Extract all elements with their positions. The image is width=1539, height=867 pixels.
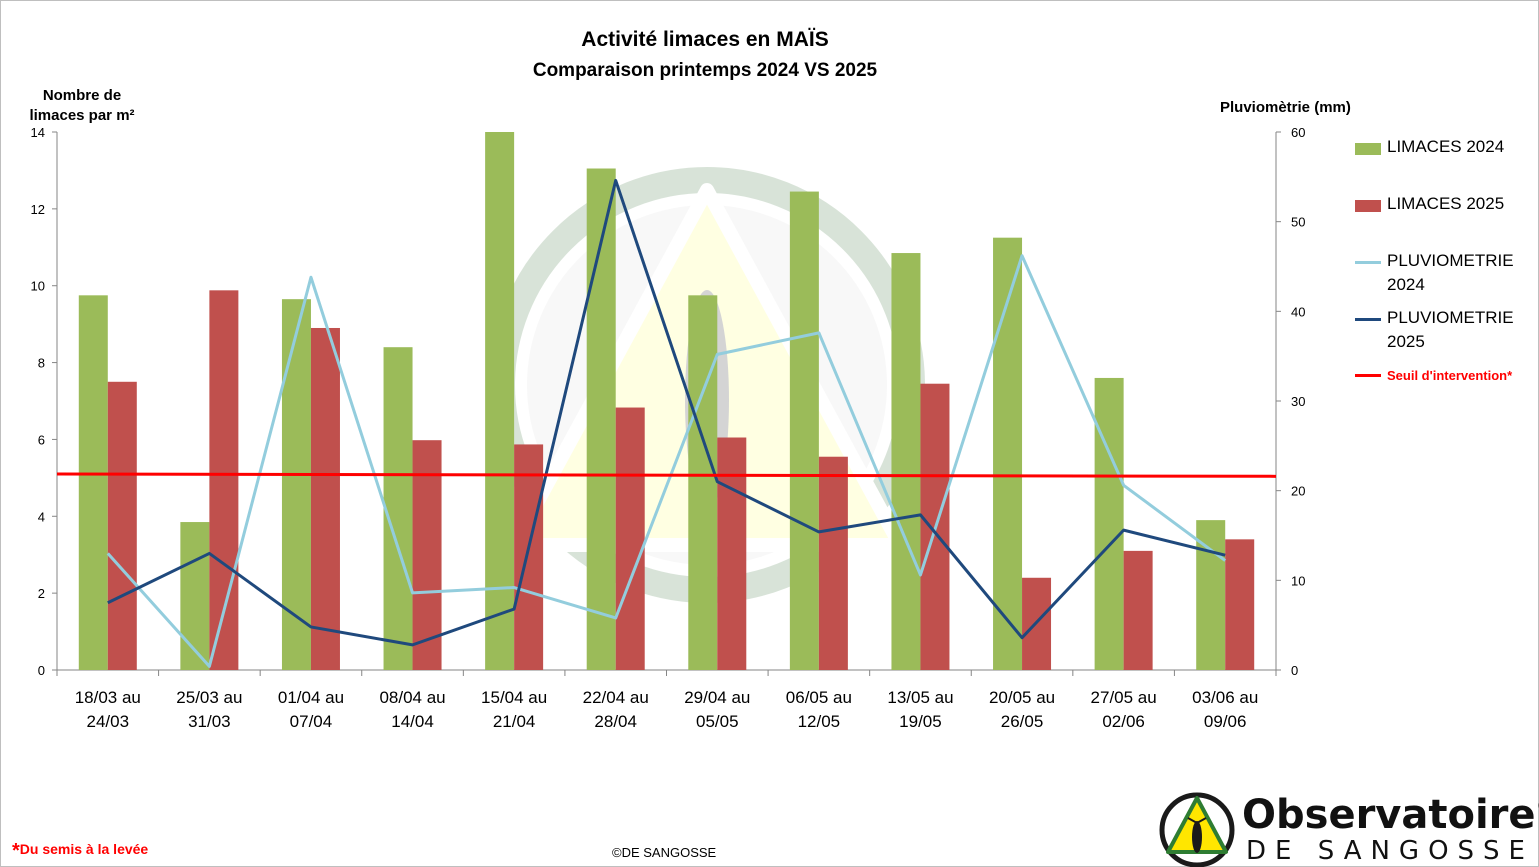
x-tick-label-line2: 09/06 xyxy=(1204,712,1247,731)
y-right-tick-label: 50 xyxy=(1291,215,1305,230)
y-axis-right-label: Pluviomètrie (mm) xyxy=(1220,99,1351,116)
x-tick-label-line1: 03/06 au xyxy=(1192,688,1258,707)
footnote-asterisk: * xyxy=(12,840,20,862)
bar-limaces-2024 xyxy=(180,522,210,670)
bar-limaces-2025 xyxy=(514,444,544,670)
x-tick-label-line2: 07/04 xyxy=(290,712,333,731)
x-tick-label-line1: 25/03 au xyxy=(176,688,242,707)
logo-title: Observatoire® xyxy=(1242,792,1539,838)
bar-limaces-2024 xyxy=(993,237,1023,670)
copyright-text: ©DE SANGOSSE xyxy=(612,845,717,860)
bar-limaces-2024 xyxy=(1196,520,1226,670)
logo-subtitle: DE SANGOSSE xyxy=(1246,836,1534,866)
x-tick-label-line2: 19/05 xyxy=(899,712,942,731)
legend-item-limaces-2025: LIMACES 2025 xyxy=(1355,192,1527,216)
bar-limaces-2024 xyxy=(281,299,311,670)
y-right-tick-label: 40 xyxy=(1291,304,1305,319)
legend-swatch-pluvio-2024 xyxy=(1355,261,1381,264)
x-tick-label-line2: 24/03 xyxy=(87,712,130,731)
line-pluviometrie-2024 xyxy=(106,254,1227,668)
legend-item-pluvio-2024: PLUVIOMETRIE 2024 xyxy=(1355,249,1527,297)
bar-limaces-2025 xyxy=(107,381,137,670)
legend-item-pluvio-2025: PLUVIOMETRIE 2025 xyxy=(1355,306,1527,354)
y-left-tick-label: 6 xyxy=(38,432,45,447)
legend-swatch-pluvio-2025 xyxy=(1355,318,1381,321)
y-right-tick-label: 30 xyxy=(1291,394,1305,409)
logo-registered-mark: ® xyxy=(1536,795,1539,820)
x-tick-label-line2: 14/04 xyxy=(391,712,434,731)
bar-limaces-2024 xyxy=(688,295,718,670)
y-right-tick-label: 10 xyxy=(1291,573,1305,588)
bar-limaces-2024 xyxy=(78,295,108,670)
x-tick-label-line2: 28/04 xyxy=(594,712,637,731)
x-tick-label-line2: 21/04 xyxy=(493,712,536,731)
legend-item-limaces-2024: LIMACES 2024 xyxy=(1355,135,1527,159)
x-tick-label-line1: 20/05 au xyxy=(989,688,1055,707)
footnote: *Du semis à la levée xyxy=(12,840,148,863)
y-left-tick-label: 8 xyxy=(38,356,45,371)
x-tick-label-line1: 18/03 au xyxy=(75,688,141,707)
x-tick-label-line1: 29/04 au xyxy=(684,688,750,707)
x-tick-label-line1: 22/04 au xyxy=(583,688,649,707)
logo-title-text: Observatoire xyxy=(1242,792,1536,838)
line-pluviometrie-2025 xyxy=(107,178,1226,647)
bar-limaces-2025 xyxy=(615,407,645,670)
observatoire-logo: Observatoire® DE SANGOSSE xyxy=(1158,790,1539,867)
bar-limaces-2025 xyxy=(412,440,442,670)
y-left-tick-label: 14 xyxy=(31,125,45,140)
y-right-tick-label: 20 xyxy=(1291,484,1305,499)
legend-swatch-limaces-2024 xyxy=(1355,143,1381,155)
legend-label-limaces-2025: LIMACES 2025 xyxy=(1387,194,1505,213)
x-tick-label-line1: 13/05 au xyxy=(887,688,953,707)
x-tick-label-line1: 01/04 au xyxy=(278,688,344,707)
y-right-tick-label: 60 xyxy=(1291,125,1305,140)
legend-swatch-limaces-2025 xyxy=(1355,200,1381,212)
x-tick-label-line2: 12/05 xyxy=(798,712,841,731)
observatoire-emblem-icon xyxy=(1159,792,1235,867)
y-axis-left-label: Nombre de limaces par m² xyxy=(29,87,135,124)
bar-limaces-2025 xyxy=(717,437,747,670)
x-tick-label-line2: 02/06 xyxy=(1102,712,1145,731)
bar-limaces-2024 xyxy=(383,347,413,670)
y-left-tick-label: 12 xyxy=(31,202,45,217)
y-left-tick-label: 10 xyxy=(31,279,45,294)
bar-limaces-2024 xyxy=(789,191,819,671)
x-tick-label-line1: 06/05 au xyxy=(786,688,852,707)
y-left-tick-label: 4 xyxy=(38,509,45,524)
legend-label-pluvio-2024: PLUVIOMETRIE 2024 xyxy=(1387,251,1514,294)
bar-limaces-2025 xyxy=(1123,550,1153,670)
x-tick-label-line2: 31/03 xyxy=(188,712,231,731)
bar-limaces-2025 xyxy=(310,327,340,670)
x-tick-label-line1: 27/05 au xyxy=(1091,688,1157,707)
legend-label-seuil: Seuil d'intervention* xyxy=(1387,368,1513,383)
chart-subtitle: Comparaison printemps 2024 VS 2025 xyxy=(532,60,878,81)
bar-limaces-2025 xyxy=(818,456,848,670)
legend-label-pluvio-2025: PLUVIOMETRIE 2025 xyxy=(1387,308,1514,351)
bar-limaces-2024 xyxy=(891,253,921,671)
legend-swatch-seuil xyxy=(1355,374,1381,377)
x-tick-label-line2: 26/05 xyxy=(1001,712,1044,731)
bar-limaces-2025 xyxy=(1225,539,1255,670)
y-left-tick-label: 2 xyxy=(38,586,45,601)
legend-item-seuil: Seuil d'intervention* xyxy=(1355,366,1527,386)
bar-limaces-2024 xyxy=(485,132,515,670)
y-right-tick-label: 0 xyxy=(1291,663,1298,678)
bar-limaces-2024 xyxy=(1094,377,1124,670)
x-tick-label-line1: 15/04 au xyxy=(481,688,547,707)
legend-label-limaces-2024: LIMACES 2024 xyxy=(1387,137,1505,156)
line-seuil-intervention xyxy=(56,472,1277,478)
bar-limaces-2024 xyxy=(586,168,616,670)
chart-title: Activité limaces en MAÏS xyxy=(581,28,829,51)
x-tick-label-line1: 08/04 au xyxy=(379,688,445,707)
y-left-tick-label: 0 xyxy=(38,663,45,678)
x-tick-label-line2: 05/05 xyxy=(696,712,739,731)
footnote-text: Du semis à la levée xyxy=(19,841,149,857)
